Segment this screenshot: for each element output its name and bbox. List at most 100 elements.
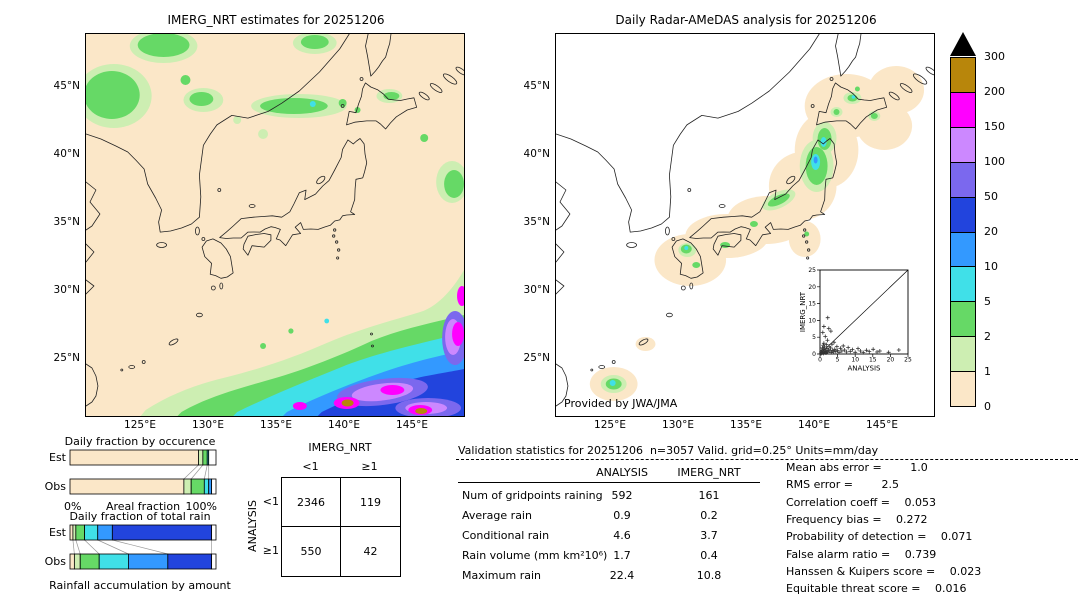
validation-row-label: Maximum rain (462, 569, 541, 582)
colorbar-label: 1 (984, 365, 991, 378)
inset-ytick: 20 (808, 284, 816, 291)
colorbar-label: 10 (984, 260, 998, 273)
contingency-cell-10: 550 (282, 527, 341, 576)
stat-value: 1.0 (910, 461, 928, 474)
colorbar-segment (951, 301, 975, 337)
validation-row-label: Conditional rain (462, 529, 550, 542)
stat-value: 2.5 (881, 478, 899, 491)
contingency-cell-00: 2346 (282, 478, 341, 527)
stat-label: Correlation coeff = (786, 496, 890, 509)
dashed-divider (456, 459, 1078, 460)
stat-row: Probability of detection = 0.071 (786, 530, 972, 543)
contingency-col-lt1: <1 (302, 460, 319, 473)
validation-col-analysis: ANALYSIS (596, 466, 648, 479)
inset-xtick: 5 (836, 357, 840, 364)
inset-tick-labels: 0 5 10 15 20 25 0 5 10 15 20 25 (808, 267, 912, 364)
stat-label: Mean abs error = (786, 461, 882, 474)
occurrence-title: Daily fraction by occurence (64, 435, 216, 448)
left-map-canvas (86, 34, 464, 416)
left-ytick-45n: 45°N (53, 80, 80, 92)
colorbar-label: 300 (984, 50, 1005, 63)
colorbar-label: 200 (984, 85, 1005, 98)
stat-row: Mean abs error = 1.0 (786, 461, 928, 474)
stat-label: RMS error = (786, 478, 853, 491)
right-ytick-45n: 45°N (523, 80, 550, 92)
colorbar-segment (951, 126, 975, 162)
total-rain-caption: Rainfall accumulation by amount (49, 579, 231, 592)
colorbar-label: 2 (984, 330, 991, 343)
validation-col-imerg: IMERG_NRT (677, 466, 741, 479)
total-rain-title: Daily fraction of total rain (69, 510, 211, 523)
total-rain-est-label: Est (49, 526, 66, 539)
inset-scatter: 0 5 10 15 20 25 0 5 10 15 20 25 ANALYSIS… (800, 262, 913, 375)
validation-row-label: Average rain (462, 509, 532, 522)
contingency-cell-01: 119 (341, 478, 400, 527)
colorbar-labels: 300 200 150 100 50 20 10 5 2 1 0 (984, 50, 1018, 413)
validation-value: 0.9 (613, 509, 631, 522)
validation-row-label: Rain volume (mm km²10⁶) (462, 549, 608, 562)
right-ytick-40n: 40°N (523, 148, 550, 160)
validation-value: 0.4 (700, 549, 718, 562)
stat-value: 0.272 (896, 513, 928, 526)
areal-fraction-100: 100% (185, 500, 217, 513)
stat-label: False alarm ratio = (786, 548, 891, 561)
right-xtick-145e: 145°E (866, 419, 898, 431)
validation-value: 3.7 (700, 529, 718, 542)
inset-xlabel: ANALYSIS (847, 365, 881, 373)
inset-ytick: 25 (808, 267, 816, 274)
contingency-table: 2346 119 550 42 (281, 477, 401, 577)
right-ytick-30n: 30°N (523, 284, 550, 296)
validation-value: 4.6 (613, 529, 631, 542)
colorbar-segment (951, 58, 975, 92)
colorbar-label: 20 (984, 225, 998, 238)
contingency-col-ge1: ≥1 (361, 460, 378, 473)
contingency-row-header: ANALYSIS (246, 500, 259, 552)
inset-ytick: 5 (812, 334, 816, 341)
left-xtick-130e: 130°E (192, 419, 224, 431)
right-xtick-140e: 140°E (798, 419, 830, 431)
occurrence-obs-label: Obs (44, 480, 66, 493)
stat-label: Frequency bias = (786, 513, 882, 526)
left-map-title: IMERG_NRT estimates for 20251206 (167, 13, 385, 27)
contingency-row-ge1: ≥1 (262, 544, 279, 557)
inset-ylabel: IMERG_NRT (800, 291, 807, 332)
total-rain-bars (69, 524, 217, 570)
left-xtick-145e: 145°E (396, 419, 428, 431)
colorbar-label: 50 (984, 190, 998, 203)
validation-value: 1.7 (613, 549, 631, 562)
colorbar-label: 5 (984, 295, 991, 308)
inset-xtick: 15 (869, 357, 877, 364)
colorbar-label: 0 (984, 400, 991, 413)
occurrence-bars (69, 449, 217, 495)
stat-value: 0.053 (904, 496, 937, 509)
right-map-canvas (556, 34, 934, 416)
stat-row: Frequency bias = 0.272 (786, 513, 928, 526)
right-xtick-135e: 135°E (730, 419, 762, 431)
occurrence-est-label: Est (49, 451, 66, 464)
inset-diagonal-line (819, 269, 909, 355)
colorbar-bar (950, 57, 976, 407)
colorbar-segment (951, 161, 975, 197)
contingency-cell-11: 42 (363, 545, 378, 558)
colorbar-segment (951, 371, 975, 407)
stat-row: Hanssen & Kuipers score = 0.023 (786, 565, 981, 578)
stat-row: False alarm ratio = 0.739 (786, 548, 936, 561)
validation-value: 161 (698, 489, 720, 502)
stat-value: 0.023 (949, 565, 982, 578)
colorbar-label: 150 (984, 120, 1005, 133)
inset-xtick: 0 (818, 357, 822, 364)
left-ytick-40n: 40°N (53, 148, 80, 160)
imerg-precip-north-patches (86, 34, 464, 203)
imerg-precip-south-band (140, 270, 464, 416)
contingency-col-header: IMERG_NRT (308, 441, 372, 454)
colorbar-segment (951, 231, 975, 267)
right-ytick-35n: 35°N (523, 216, 550, 228)
right-map-title: Daily Radar-AMeDAS analysis for 20251206 (615, 13, 877, 27)
stat-value: 0.739 (904, 548, 937, 561)
stat-label: Hanssen & Kuipers score = (786, 565, 936, 578)
inset-xtick: 10 (851, 357, 859, 364)
left-ytick-35n: 35°N (53, 216, 80, 228)
left-xtick-125e: 125°E (124, 419, 156, 431)
validation-value: 10.8 (696, 569, 722, 582)
